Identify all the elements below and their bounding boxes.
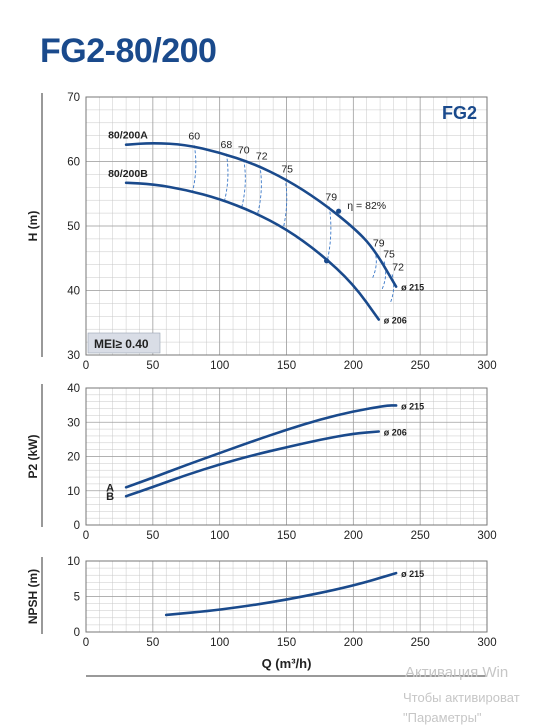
power-series-label: A xyxy=(106,482,114,494)
npsh-x-tick-label: 200 xyxy=(344,637,363,649)
power-x-tick-label: 300 xyxy=(477,530,496,542)
head-y-axis-label: H (m) xyxy=(26,211,40,242)
efficiency-label: 79 xyxy=(373,238,385,250)
bep-marker-a xyxy=(336,208,342,214)
watermark-line-3: "Параметры" xyxy=(403,710,482,725)
bep-marker-b xyxy=(324,258,330,264)
npsh-frame xyxy=(85,560,488,633)
head-x-tick-label: 0 xyxy=(83,360,89,372)
npsh-x-tick-label: 300 xyxy=(477,637,496,649)
efficiency-label: 72 xyxy=(256,150,268,162)
head-y-tick-label: 40 xyxy=(67,286,80,298)
power-y-tick-label: 10 xyxy=(67,486,80,498)
efficiency-label: 60 xyxy=(188,130,200,142)
head-x-tick-label: 50 xyxy=(146,360,159,372)
head-x-tick-label: 250 xyxy=(411,360,430,372)
head-diameter-label: ø 215 xyxy=(401,283,424,293)
power-curve-B xyxy=(124,430,381,498)
power-x-tick-label: 150 xyxy=(277,530,296,542)
power-x-tick-label: 100 xyxy=(210,530,229,542)
head-x-tick-label: 150 xyxy=(277,360,296,372)
head-x-tick-label: 200 xyxy=(344,360,363,372)
npsh-x-axis-label: Q (m³/h) xyxy=(262,656,312,671)
head-series-label: 80/200B xyxy=(108,168,148,180)
head-y-tick-label: 30 xyxy=(67,350,80,362)
efficiency-label: 72 xyxy=(392,261,404,273)
fg2-badge: FG2 xyxy=(442,103,477,123)
head-curve-80/200B xyxy=(124,181,381,321)
power-chart: 0 50 100 150 200 250 300 0 10 20 30 40 P2 (kW) ø 215 A… xyxy=(26,383,497,542)
chart-title: FG2-80/200 xyxy=(40,32,217,70)
npsh-y-tick-label: 5 xyxy=(74,592,80,604)
power-y-tick-label: 20 xyxy=(67,452,80,464)
efficiency-line-68 xyxy=(223,153,229,202)
watermark-line-1: Активация Win xyxy=(405,664,509,681)
head-frame xyxy=(85,96,488,356)
efficiency-label: 68 xyxy=(221,139,233,151)
efficiency-label: 79 xyxy=(325,192,337,204)
npsh-x-tick-label: 50 xyxy=(146,637,159,649)
npsh-y-tick-label: 10 xyxy=(67,556,80,568)
npsh-y-axis-label: NPSH (m) xyxy=(26,569,40,624)
efficiency-line-79 xyxy=(326,206,332,261)
power-x-tick-label: 50 xyxy=(146,530,159,542)
efficiency-line-75 xyxy=(282,178,288,229)
npsh-x-tick-label: 100 xyxy=(210,637,229,649)
power-x-tick-label: 200 xyxy=(344,530,363,542)
head-diameter-label: ø 206 xyxy=(384,316,407,326)
head-y-tick-label: 70 xyxy=(67,92,80,104)
power-curve-A xyxy=(124,404,398,489)
efficiency-line-75 xyxy=(381,261,387,290)
mei-label: MEI≥ 0.40 xyxy=(94,337,149,351)
head-y-tick-label: 60 xyxy=(67,157,80,169)
npsh-curve-npsh xyxy=(164,571,398,617)
mei-box xyxy=(87,332,161,354)
power-y-tick-label: 40 xyxy=(67,383,80,395)
head-curve-80/200A xyxy=(124,141,398,288)
efficiency-label: 75 xyxy=(281,163,293,175)
head-x-tick-label: 300 xyxy=(477,360,496,372)
watermark-line-2: Чтобы активироват xyxy=(403,690,520,705)
head-y-tick-label: 50 xyxy=(67,221,80,233)
head-chart: 0 50 100 150 200 250 300 30 40 50 60 70 H (m) ø 215 80… xyxy=(26,92,497,372)
head-x-tick-label: 100 xyxy=(210,360,229,372)
npsh-chart: 0 50 100 150 200 250 300 0 5 10 NPSH (m) Q (m³/h) ø … xyxy=(26,556,497,677)
power-x-tick-label: 250 xyxy=(411,530,430,542)
efficiency-label: η = 82% xyxy=(347,200,386,212)
power-y-tick-label: 0 xyxy=(74,520,80,532)
npsh-y-tick-label: 0 xyxy=(74,627,80,639)
power-x-tick-label: 0 xyxy=(83,530,89,542)
power-series-label: B xyxy=(106,491,114,503)
npsh-x-tick-label: 0 xyxy=(83,637,89,649)
npsh-x-tick-label: 150 xyxy=(277,637,296,649)
power-diameter-label: ø 215 xyxy=(401,401,424,411)
power-frame xyxy=(85,387,488,526)
npsh-diameter-label: ø 215 xyxy=(401,569,424,579)
power-y-axis-label: P2 (kW) xyxy=(26,434,40,478)
power-diameter-label: ø 206 xyxy=(384,427,407,437)
efficiency-line-72 xyxy=(389,274,395,304)
efficiency-label: 70 xyxy=(238,145,250,157)
efficiency-label: 75 xyxy=(383,248,395,260)
head-series-label: 80/200A xyxy=(108,130,148,142)
power-y-tick-label: 30 xyxy=(67,417,80,429)
npsh-x-tick-label: 250 xyxy=(411,637,430,649)
